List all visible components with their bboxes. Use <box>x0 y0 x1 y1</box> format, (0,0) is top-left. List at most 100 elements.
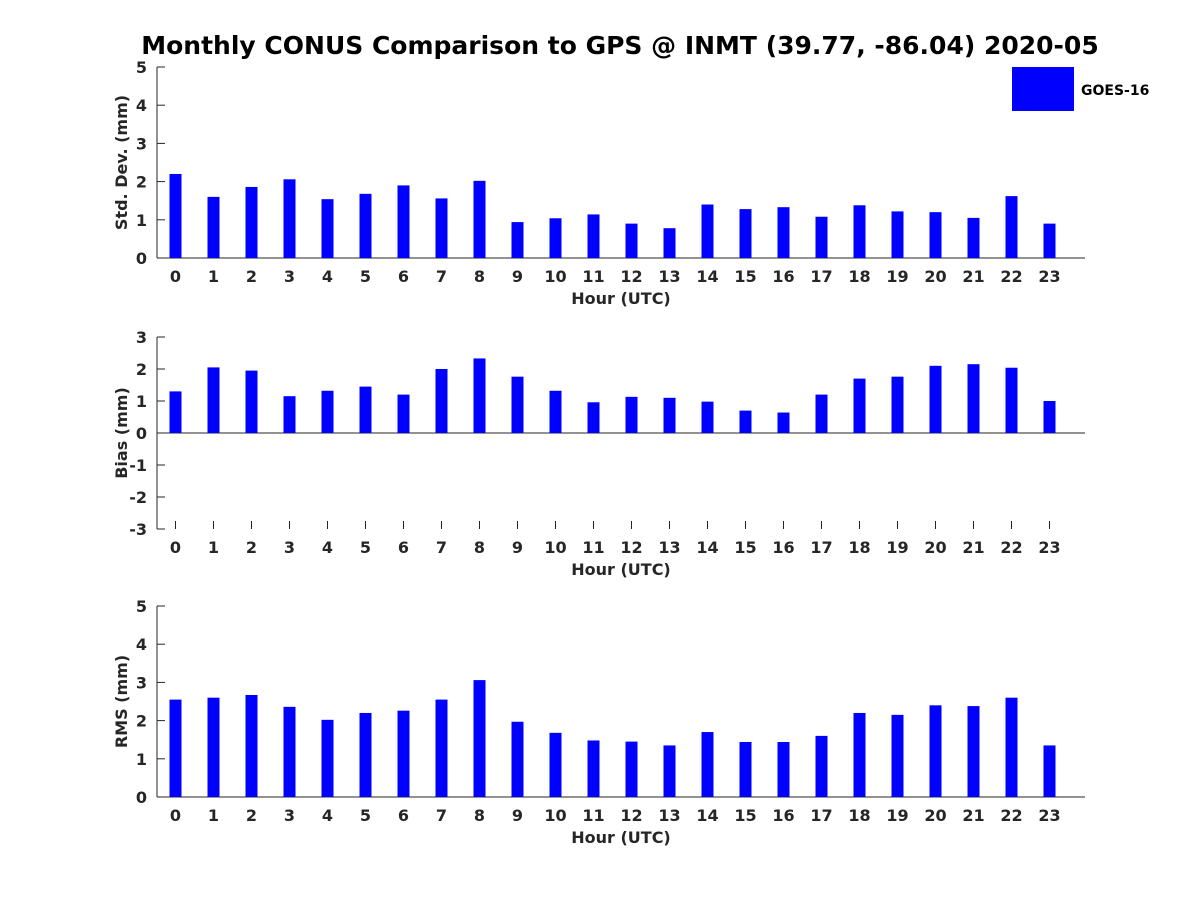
rms-x-tick-label: 22 <box>1000 806 1022 825</box>
rms-x-tick-label: 3 <box>284 806 295 825</box>
rms-bar <box>663 745 676 797</box>
rms-y-tick-label: 2 <box>136 712 147 731</box>
bias-x-tick-label: 20 <box>924 538 946 557</box>
std-dev-y-tick-label: 3 <box>136 134 147 153</box>
rms-bar <box>929 705 942 797</box>
std-dev-x-tick-label: 16 <box>772 267 794 286</box>
bias-x-tick-label: 23 <box>1038 538 1060 557</box>
bias-y-tick-label: 3 <box>136 328 147 347</box>
bias-y-axis-label: Bias (mm) <box>112 387 131 479</box>
chart-title: Monthly CONUS Comparison to GPS @ INMT (… <box>141 31 1098 60</box>
rms-y-tick-label: 5 <box>136 597 147 616</box>
bias-x-tick-label: 18 <box>848 538 870 557</box>
bias-bar <box>207 367 220 433</box>
bias-bar <box>473 358 486 433</box>
rms-bar <box>245 695 258 797</box>
rms-x-tick-label: 17 <box>810 806 832 825</box>
bias-x-tick-label: 0 <box>170 538 181 557</box>
rms-y-axis-label: RMS (mm) <box>112 655 131 748</box>
rms-x-tick-label: 13 <box>658 806 680 825</box>
std-dev-bar <box>891 211 904 258</box>
std-dev-bar <box>359 193 372 258</box>
std-dev-y-tick-label: 4 <box>136 96 147 115</box>
rms-bar <box>625 741 638 797</box>
bias-y-tick-label: 1 <box>136 392 147 411</box>
bias-x-tick-label: 1 <box>208 538 219 557</box>
bias-y-tick-label: 2 <box>136 360 147 379</box>
bias-bar <box>853 378 866 433</box>
rms-x-tick-label: 21 <box>962 806 984 825</box>
rms-bar <box>397 710 410 797</box>
std-dev-bar <box>929 212 942 258</box>
rms-bar <box>701 732 714 797</box>
bias-x-tick-label: 8 <box>474 538 485 557</box>
std-dev-bar <box>853 205 866 258</box>
bias-bar <box>1043 401 1056 433</box>
bias-bar <box>967 364 980 433</box>
bias-x-tick-label: 6 <box>398 538 409 557</box>
std-dev-x-tick-label: 19 <box>886 267 908 286</box>
std-dev-bar <box>435 198 448 258</box>
bias-x-tick-label: 9 <box>512 538 523 557</box>
std-dev-bar <box>283 179 296 258</box>
std-dev-bar <box>587 214 600 258</box>
std-dev-x-tick-label: 4 <box>322 267 333 286</box>
rms-x-tick-label: 10 <box>544 806 566 825</box>
bias-bar <box>625 396 638 433</box>
bias-x-tick-label: 15 <box>734 538 756 557</box>
bias-bar <box>397 394 410 433</box>
rms-x-tick-label: 4 <box>322 806 333 825</box>
rms-bar <box>283 706 296 797</box>
std-dev-bar <box>1043 223 1056 258</box>
std-dev-x-tick-label: 3 <box>284 267 295 286</box>
rms-bar <box>435 699 448 797</box>
rms-y-tick-label: 4 <box>136 635 147 654</box>
rms-x-tick-label: 9 <box>512 806 523 825</box>
bias-x-tick-label: 4 <box>322 538 333 557</box>
rms-bar <box>321 719 334 797</box>
bias-bar <box>321 390 334 433</box>
std-dev-x-tick-label: 5 <box>360 267 371 286</box>
rms-bar <box>1043 745 1056 797</box>
bias-x-tick-label: 19 <box>886 538 908 557</box>
bias-bar <box>701 401 714 433</box>
rms-x-tick-label: 23 <box>1038 806 1060 825</box>
bias-x-axis-label: Hour (UTC) <box>571 560 671 579</box>
bias-x-tick-label: 11 <box>582 538 604 557</box>
bias-y-tick-label: -2 <box>129 488 147 507</box>
rms-bar <box>815 735 828 797</box>
std-dev-bar <box>815 216 828 258</box>
std-dev-x-axis-label: Hour (UTC) <box>571 289 671 308</box>
rms-x-tick-label: 14 <box>696 806 718 825</box>
rms-x-tick-label: 18 <box>848 806 870 825</box>
std-dev-bar <box>169 173 182 258</box>
bias-bar <box>511 376 524 433</box>
std-dev-x-tick-label: 18 <box>848 267 870 286</box>
std-dev-x-tick-label: 2 <box>246 267 257 286</box>
rms-y-tick-label: 3 <box>136 673 147 692</box>
std-dev-x-tick-label: 6 <box>398 267 409 286</box>
bias-bar <box>359 386 372 433</box>
rms-x-axis-label: Hour (UTC) <box>571 828 671 847</box>
bias-bar <box>929 365 942 433</box>
rms-x-tick-label: 11 <box>582 806 604 825</box>
legend-swatch <box>1012 67 1074 111</box>
rms-x-tick-label: 2 <box>246 806 257 825</box>
rms-x-tick-label: 0 <box>170 806 181 825</box>
std-dev-x-tick-label: 20 <box>924 267 946 286</box>
rms-bar <box>967 706 980 797</box>
bias-bar <box>245 370 258 433</box>
bias-x-tick-label: 16 <box>772 538 794 557</box>
bias-x-tick-label: 17 <box>810 538 832 557</box>
bias-y-tick-label: -3 <box>129 520 147 539</box>
bias-x-tick-label: 13 <box>658 538 680 557</box>
std-dev-x-tick-label: 7 <box>436 267 447 286</box>
std-dev-x-tick-label: 10 <box>544 267 566 286</box>
legend: GOES-16 <box>1012 67 1149 111</box>
std-dev-bar <box>207 196 220 258</box>
bias-bar <box>169 391 182 433</box>
bias-bar <box>739 410 752 433</box>
std-dev-y-tick-label: 2 <box>136 173 147 192</box>
